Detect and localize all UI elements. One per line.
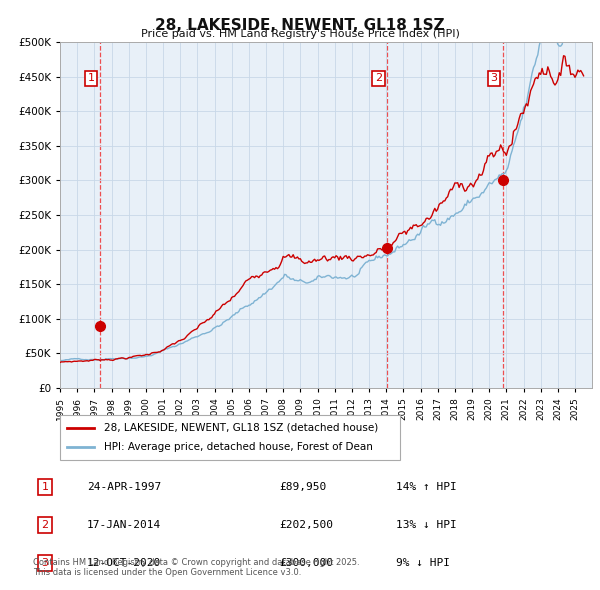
Text: 28, LAKESIDE, NEWENT, GL18 1SZ (detached house): 28, LAKESIDE, NEWENT, GL18 1SZ (detached… xyxy=(104,422,379,432)
Text: 1: 1 xyxy=(41,482,49,492)
Text: Price paid vs. HM Land Registry's House Price Index (HPI): Price paid vs. HM Land Registry's House … xyxy=(140,29,460,39)
Text: 9% ↓ HPI: 9% ↓ HPI xyxy=(396,558,450,568)
Text: Contains HM Land Registry data © Crown copyright and database right 2025.
This d: Contains HM Land Registry data © Crown c… xyxy=(33,558,359,577)
Text: 28, LAKESIDE, NEWENT, GL18 1SZ: 28, LAKESIDE, NEWENT, GL18 1SZ xyxy=(155,18,445,32)
Text: 12-OCT-2020: 12-OCT-2020 xyxy=(87,558,161,568)
Text: £300,000: £300,000 xyxy=(279,558,333,568)
Text: 24-APR-1997: 24-APR-1997 xyxy=(87,482,161,492)
Text: 17-JAN-2014: 17-JAN-2014 xyxy=(87,520,161,530)
Text: 14% ↑ HPI: 14% ↑ HPI xyxy=(396,482,457,492)
Text: 3: 3 xyxy=(41,558,49,568)
Text: £89,950: £89,950 xyxy=(279,482,326,492)
Text: 2: 2 xyxy=(375,73,382,83)
Text: 13% ↓ HPI: 13% ↓ HPI xyxy=(396,520,457,530)
Text: 3: 3 xyxy=(491,73,497,83)
Text: 1: 1 xyxy=(88,73,95,83)
Text: 2: 2 xyxy=(41,520,49,530)
Text: HPI: Average price, detached house, Forest of Dean: HPI: Average price, detached house, Fore… xyxy=(104,442,373,453)
Text: £202,500: £202,500 xyxy=(279,520,333,530)
